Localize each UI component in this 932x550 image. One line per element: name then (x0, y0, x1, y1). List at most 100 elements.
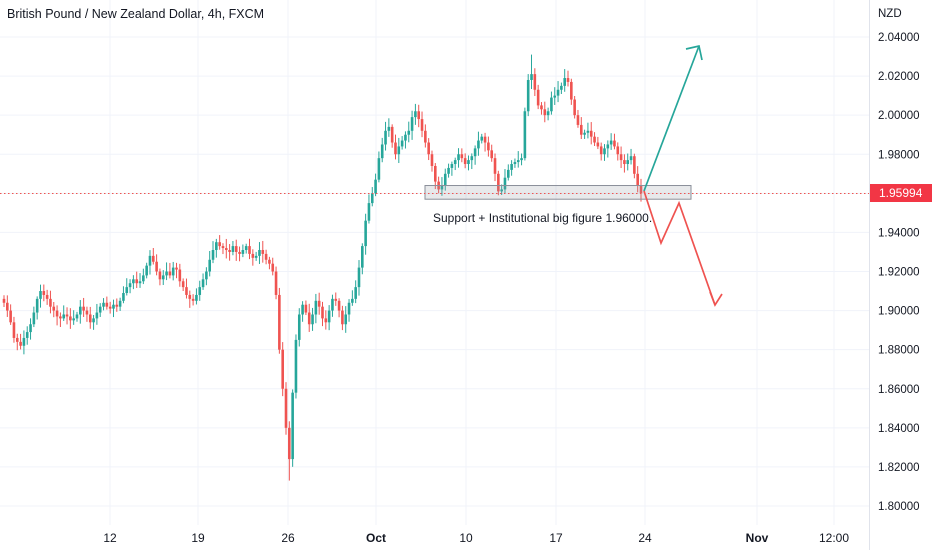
candle (593, 132, 596, 147)
candle-body (337, 300, 341, 311)
candle (205, 267, 208, 286)
candle-body (566, 78, 570, 82)
candle-body (72, 318, 75, 321)
candle-body (384, 130, 387, 145)
candle-body (244, 246, 248, 251)
candle (606, 140, 610, 158)
candle (112, 299, 115, 318)
candle-body (563, 78, 566, 86)
candle (297, 308, 301, 347)
candle-body (430, 154, 434, 166)
candlestick-series (2, 54, 643, 481)
candle (516, 151, 520, 168)
price-axis: 2.040002.020002.000001.980001.960001.940… (878, 32, 920, 513)
candle-body (603, 148, 606, 155)
candle (228, 244, 231, 261)
candle (626, 153, 630, 171)
candle-body (477, 140, 480, 149)
candle-body (108, 306, 112, 309)
candle-body (82, 306, 85, 311)
candle-body (374, 179, 377, 194)
candle-body (417, 111, 421, 120)
candle (62, 305, 66, 321)
candle-body (135, 279, 139, 284)
candle-body (301, 304, 304, 315)
candle (463, 153, 467, 169)
candle-body (407, 130, 411, 135)
candle-body (115, 304, 119, 307)
candle (570, 78, 573, 105)
bearish-projection-path (643, 190, 723, 307)
candle-body (404, 134, 407, 141)
price-tick-label: 2.02000 (878, 71, 920, 83)
candle-body (297, 314, 301, 340)
candle-body (500, 189, 503, 192)
candle (288, 421, 291, 481)
candle-body (483, 136, 487, 143)
candle (447, 163, 450, 178)
candle (331, 294, 334, 317)
price-tick-label: 1.94000 (878, 227, 920, 239)
candle-body (394, 142, 397, 155)
candle (361, 243, 364, 275)
candle-body (281, 349, 284, 389)
candle (550, 91, 553, 115)
candle-body (251, 253, 255, 258)
candle (307, 303, 311, 332)
candle (536, 84, 540, 110)
price-tick-label: 1.90000 (878, 306, 920, 318)
candle (248, 238, 251, 260)
candle-body (185, 287, 188, 295)
candle-body (546, 111, 550, 116)
candle (185, 278, 188, 299)
candle (500, 184, 503, 195)
candle-body (589, 130, 593, 137)
candle-body (228, 250, 231, 252)
candle (181, 278, 185, 292)
candle-body (79, 306, 82, 315)
candle (540, 102, 543, 115)
candle (321, 301, 324, 327)
candle-body (410, 117, 414, 131)
candle (470, 153, 474, 170)
candle-body (238, 251, 241, 254)
candle (354, 280, 357, 304)
candle (281, 342, 284, 397)
candle (29, 318, 32, 340)
candle-body (463, 158, 467, 165)
candle-body (470, 156, 474, 161)
candle-body (400, 140, 404, 147)
candle-body (62, 314, 66, 319)
price-tick-label: 1.80000 (878, 501, 920, 513)
candle-body (188, 294, 192, 299)
candle (523, 107, 527, 161)
candle (304, 300, 308, 316)
candle (128, 279, 132, 294)
candle-body (324, 318, 328, 323)
candle (251, 249, 255, 266)
candle (65, 307, 69, 325)
candle-body (221, 246, 225, 249)
time-tick-label: 10 (459, 531, 473, 545)
candle-body (155, 261, 158, 272)
candle (490, 144, 494, 162)
candle (619, 146, 623, 169)
candle (258, 242, 261, 264)
candle (178, 263, 182, 287)
candle-body (274, 271, 278, 295)
candle (142, 268, 145, 285)
candle-body (623, 160, 626, 165)
candle (234, 239, 238, 261)
candle (639, 178, 643, 202)
candle (274, 266, 278, 300)
candle (341, 305, 344, 331)
candle (566, 70, 570, 87)
candle-body (576, 115, 580, 125)
candle (25, 326, 29, 345)
candle-body (390, 126, 394, 143)
candle-body (102, 302, 105, 307)
candle-body (208, 259, 211, 272)
candle-body (138, 281, 142, 284)
candle-body (211, 250, 215, 260)
